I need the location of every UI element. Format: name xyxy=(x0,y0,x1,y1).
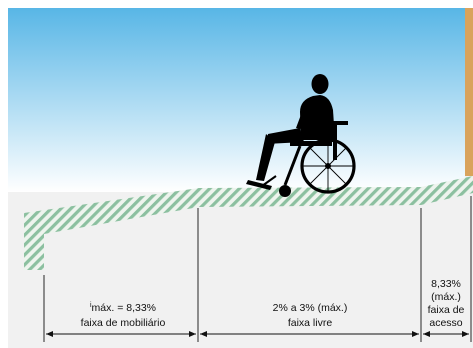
wheelchair-user-icon xyxy=(246,74,356,197)
free-zone-label: faixa livre xyxy=(288,317,333,329)
dimension-free-zone xyxy=(200,331,419,337)
access-zone-label-line2: acesso xyxy=(429,317,462,329)
dimension-furniture-zone xyxy=(46,331,196,337)
access-zone-slope-label: 8,33% xyxy=(431,278,461,290)
building-wall xyxy=(465,8,473,176)
free-zone-slope-label: 2% a 3% (máx.) xyxy=(273,302,348,314)
sky-background xyxy=(8,8,465,192)
sidewalk-slab xyxy=(24,176,473,270)
dimension-access-zone xyxy=(423,331,469,337)
access-zone-label-line1: faixa de xyxy=(428,304,465,316)
furniture-zone-label: faixa de mobiliário xyxy=(81,317,166,329)
furniture-zone-slope-label: imáx. = 8,33% xyxy=(90,302,156,314)
access-zone-max-label: (máx.) xyxy=(431,291,461,303)
